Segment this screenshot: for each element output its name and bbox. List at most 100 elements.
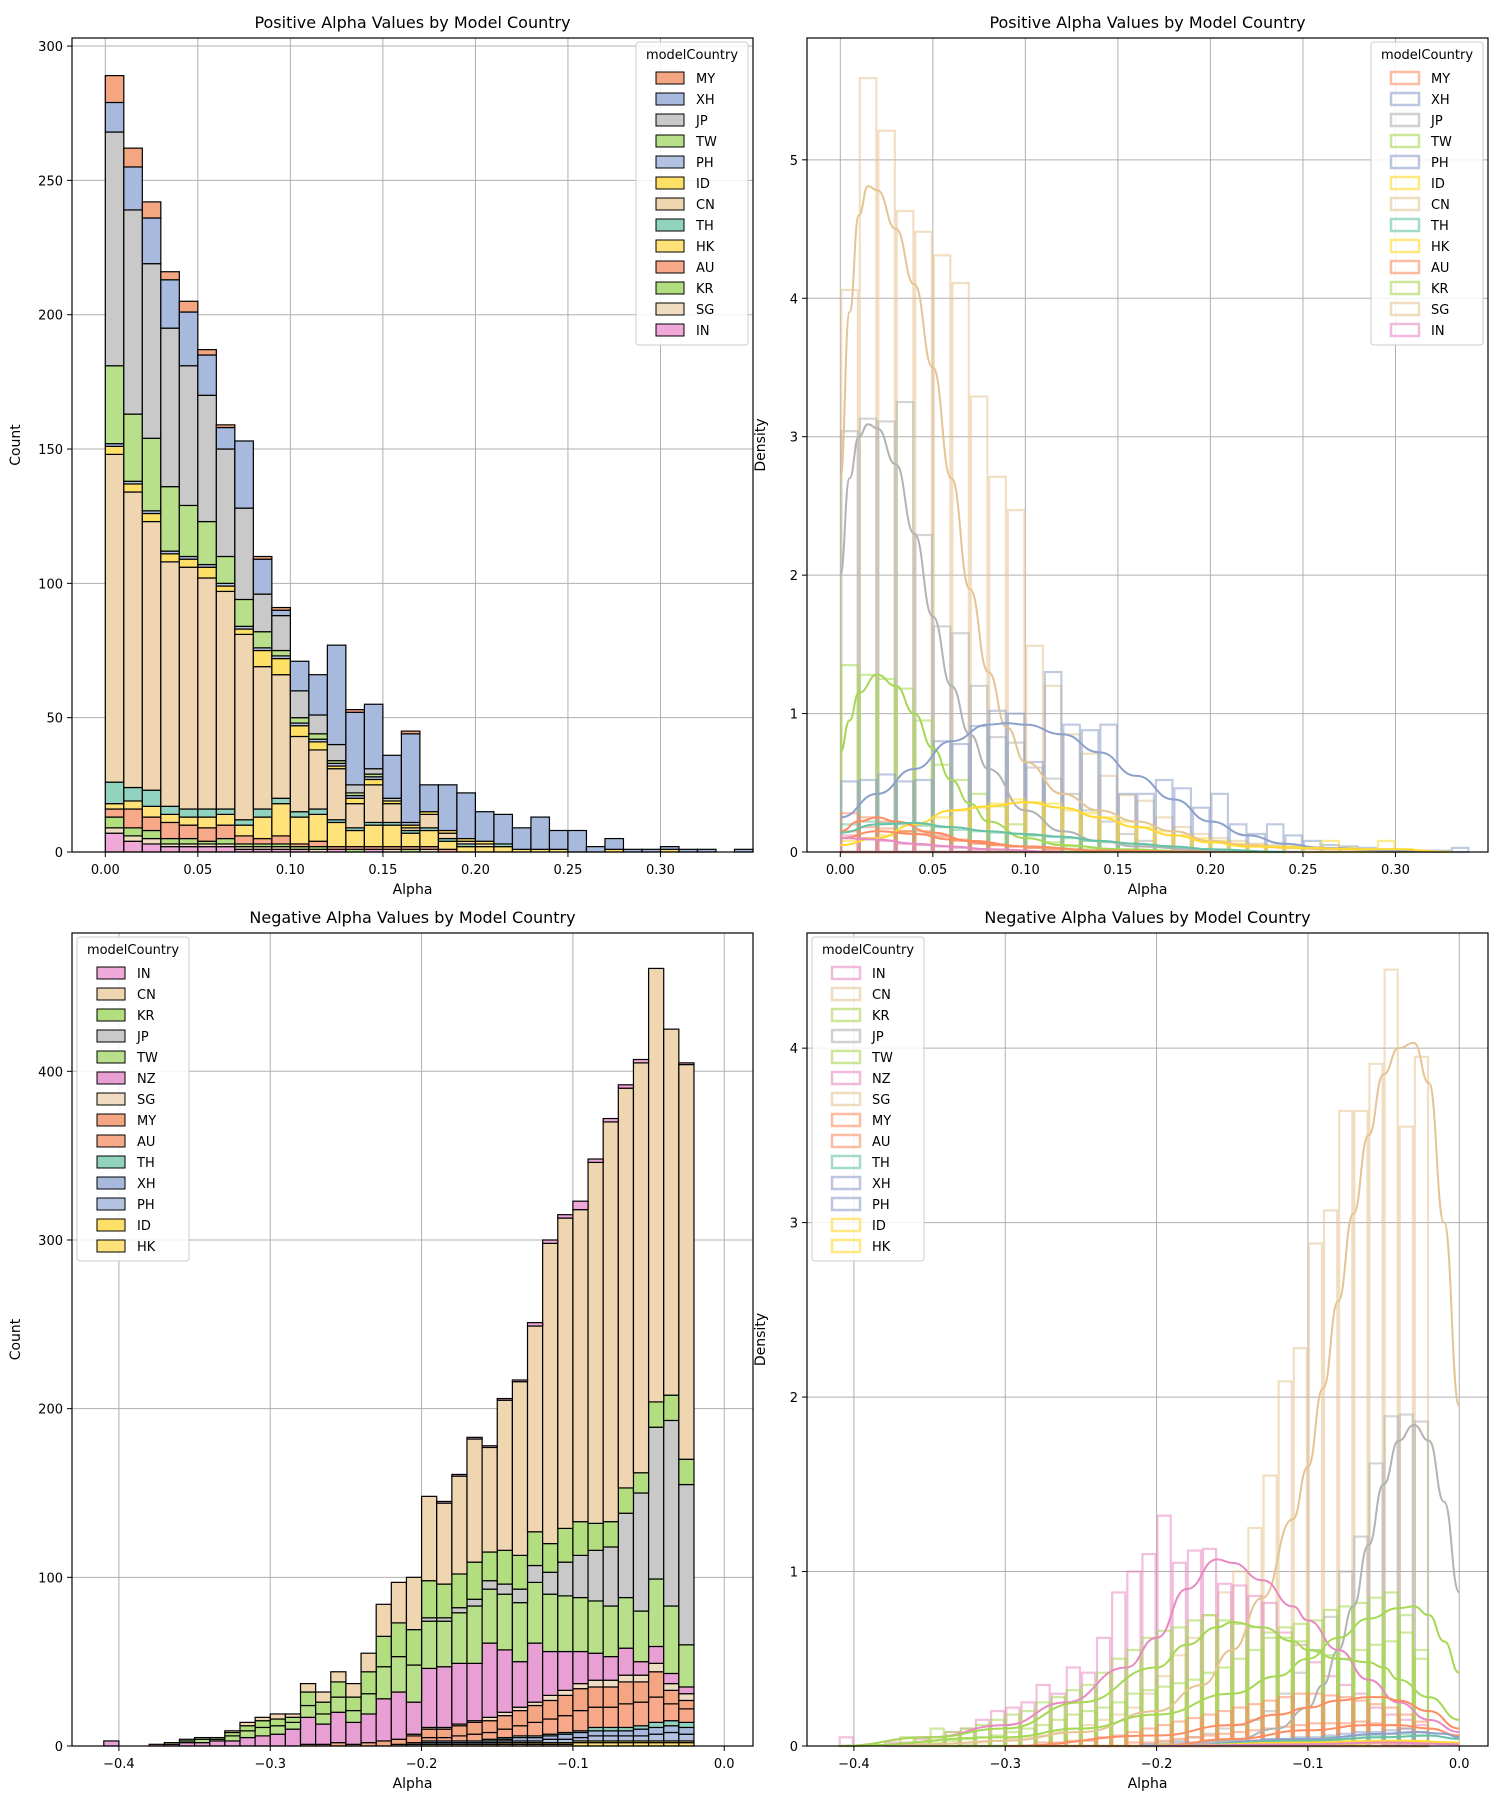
bar-ID-11 (308, 741, 328, 751)
bar-KR-28 (526, 1531, 544, 1567)
bar-CN-9 (239, 1721, 256, 1727)
bar-TW-36 (647, 1578, 665, 1648)
bar-JP-35 (632, 1492, 650, 1612)
bar-CN-14 (363, 784, 384, 824)
bar-NZ-26 (496, 1649, 513, 1713)
data-marks (103, 967, 695, 1747)
bar-KR-17 (360, 1671, 377, 1695)
bar-NZ-17 (360, 1713, 377, 1744)
bar-NZ-29 (542, 1650, 559, 1696)
bar-AU-34 (617, 1703, 635, 1729)
bar-KR-31 (572, 1521, 589, 1557)
bar-SG-34 (617, 1674, 635, 1683)
legend-label-JP: JP (136, 1030, 149, 1045)
bar-MY-29 (542, 1699, 559, 1720)
legend-label-TH: TH (871, 1156, 890, 1171)
bar-NZ-27 (511, 1661, 529, 1708)
bar-ID-6 (215, 585, 236, 593)
bar-MY-22 (436, 1728, 453, 1739)
bar-IN-3 (160, 846, 180, 853)
legend-swatch-AU (96, 1134, 126, 1148)
legend-label-KR: KR (872, 1009, 890, 1024)
bar-AU-29 (542, 1718, 559, 1735)
bar-XH-21 (493, 813, 514, 845)
legend-swatch-IN (96, 966, 126, 980)
bar-TH-3 (160, 805, 180, 815)
bar-KR-7 (209, 1736, 226, 1740)
bar-HK-5 (197, 816, 217, 829)
y-tick-label: 0 (55, 846, 63, 861)
bar-HK-17 (419, 829, 440, 848)
bar-TW-9 (271, 649, 291, 657)
bar-KR-10 (254, 1720, 271, 1729)
bar-TH-38 (678, 1721, 695, 1729)
bar-MY-35 (632, 1681, 650, 1703)
chart-positive-count-histogram: Positive Alpha Values by Model Country A… (8, 13, 754, 898)
bar-NZ-36 (647, 1645, 665, 1664)
legend: modelCountry IN CN KR JP TW NZ SG MY AU TH XH PH ID HK (811, 936, 925, 1262)
bar-NZ-23 (451, 1662, 468, 1725)
bar-IN-2 (141, 843, 162, 853)
bar-ID-2 (141, 512, 162, 523)
chart-title: Negative Alpha Values by Model Country (984, 908, 1310, 927)
bar-SG-38 (678, 1693, 695, 1702)
bar-JP-12 (326, 743, 347, 762)
bar-MY-1 (123, 147, 143, 168)
legend-label-CN: CN (137, 988, 156, 1003)
bar-PH-35 (632, 1735, 650, 1742)
bar-JP-14 (363, 768, 384, 775)
bar-TW-6 (215, 555, 236, 584)
legend-label-HK: HK (872, 1240, 891, 1255)
bar-MY-30 (557, 1694, 574, 1717)
legend-box (635, 41, 749, 346)
y-tick-label: 50 (46, 712, 63, 727)
legend-label-PH: PH (696, 156, 714, 171)
legend-title: modelCountry (822, 943, 914, 958)
bar-TH-7 (234, 819, 254, 826)
legend-swatch-CN (1389, 196, 1421, 212)
bar-PH-33 (602, 1735, 619, 1742)
legend-label-SG: SG (137, 1093, 155, 1108)
legend-title: modelCountry (646, 48, 738, 63)
bar-XH-0 (104, 101, 125, 133)
legend-label-ID: ID (696, 177, 710, 192)
axes-frame (806, 932, 1489, 1747)
x-tick-label: 0.25 (1288, 863, 1317, 878)
bar-HK-14 (363, 824, 384, 848)
bar-AU-11 (308, 840, 328, 848)
bar-AU-36 (647, 1696, 665, 1723)
bar-HK-1 (123, 800, 143, 810)
bar-CN-2 (141, 520, 162, 791)
bar-AU-9 (271, 835, 291, 845)
kde-line-AU (1156, 1724, 1460, 1747)
x-tick-label: −0.3 (989, 1757, 1021, 1772)
bar-TW-26 (496, 1593, 513, 1651)
legend-swatch-JP (1389, 112, 1421, 128)
bar-XH-32 (587, 1730, 604, 1737)
legend-swatch-HK (1389, 238, 1421, 254)
legend-swatch-ID (96, 1218, 126, 1232)
legend-label-HK: HK (137, 1240, 156, 1255)
bar-JP-7 (234, 507, 254, 601)
bar-CN-12 (326, 768, 347, 821)
legend-box (76, 936, 190, 1262)
y-tick-label: 0 (55, 1740, 63, 1755)
legend-label-SG: SG (872, 1093, 890, 1108)
bar-CN-4 (178, 566, 199, 810)
bar-KR-6 (215, 837, 236, 845)
bar-NZ-0 (103, 1740, 120, 1747)
legend-swatch-TW (96, 1050, 126, 1064)
legend-swatch-TH (1389, 217, 1421, 233)
ticks: −0.4 −0.3 −0.2 −0.1 0.0 0 100 200 300 400 (38, 1065, 734, 1772)
bar-KR-36 (647, 1401, 665, 1428)
bar-MY-8 (252, 555, 273, 560)
legend-swatch-IN (830, 965, 862, 981)
bar-IN-27 (511, 1379, 529, 1383)
kde-line-IN (840, 837, 1063, 853)
x-tick-label: −0.2 (406, 1757, 438, 1772)
legend-swatch-SG (830, 1091, 862, 1107)
kde-line-CN (839, 185, 1451, 853)
bar-NZ-10 (254, 1735, 271, 1747)
bar-MY-25 (481, 1720, 498, 1734)
kde-line-CN (838, 1041, 1461, 1747)
